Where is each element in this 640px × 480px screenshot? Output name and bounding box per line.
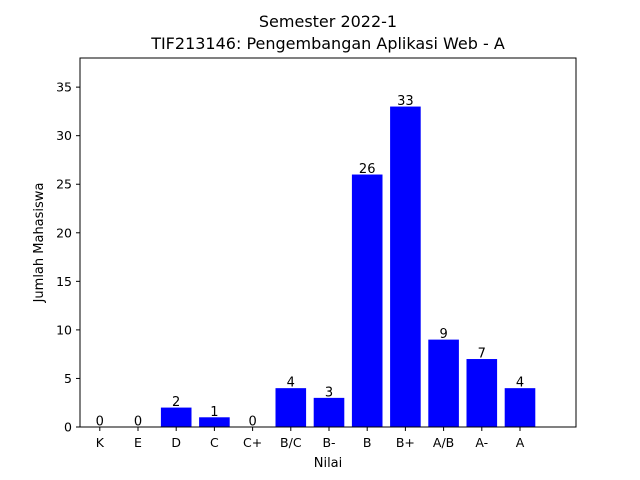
chart-title: Semester 2022-1 [259,12,397,31]
bar [275,388,307,427]
bar [160,407,192,427]
y-tick-label: 0 [64,420,72,435]
bar [466,359,498,427]
x-tick-label: B+ [396,435,415,450]
y-tick-label: 20 [56,225,72,240]
bar-value-label: 2 [172,395,180,410]
bar-value-label: 1 [210,405,218,420]
x-tick-label: D [171,435,181,450]
bar-value-label: 3 [325,385,333,400]
x-tick-label: B/C [280,435,302,450]
x-tick-label: B [363,435,372,450]
y-tick-label: 5 [64,371,72,386]
data-labels-group: 0 0 2 1 0 4 3 26 33 9 7 4 [96,94,524,429]
bar [504,388,536,427]
bar [199,417,230,427]
x-tick-label: B- [322,435,335,450]
x-tick-label: E [134,435,142,450]
bar [428,339,459,427]
x-tick-label: A- [475,435,488,450]
plot-frame [79,57,577,428]
x-axis: K E D C C+ B/C B- B B+ A/B A- A [96,427,525,450]
bar [390,106,421,428]
y-tick-label: 15 [56,274,72,289]
bar-value-label: 0 [96,415,104,430]
bar-value-label: 0 [134,415,142,430]
y-tick-label: 25 [56,177,72,192]
bar-value-label: 9 [439,327,447,342]
y-axis: 0 5 10 15 20 25 30 35 [56,80,80,435]
y-axis-label: Jumlah Mahasiswa [32,183,47,304]
x-tick-label: C [210,435,219,450]
bar-value-label: 26 [359,162,376,177]
x-tick-label: A/B [433,435,454,450]
y-tick-label: 10 [56,322,72,337]
bar-value-label: 0 [248,415,256,430]
bar-value-label: 7 [478,347,486,362]
bar-value-label: 4 [287,376,295,391]
x-tick-label: K [96,435,105,450]
y-tick-label: 30 [56,128,72,143]
bar-value-label: 4 [516,376,524,391]
bars-group [160,106,536,428]
x-tick-label: C+ [243,435,262,450]
bar [313,397,345,427]
chart-subtitle: TIF213146: Pengembangan Aplikasi Web - A [150,34,505,53]
bar [351,174,383,427]
y-tick-label: 35 [56,80,72,95]
x-tick-label: A [516,435,525,450]
x-axis-label: Nilai [314,456,343,471]
bar-value-label: 33 [397,94,414,109]
